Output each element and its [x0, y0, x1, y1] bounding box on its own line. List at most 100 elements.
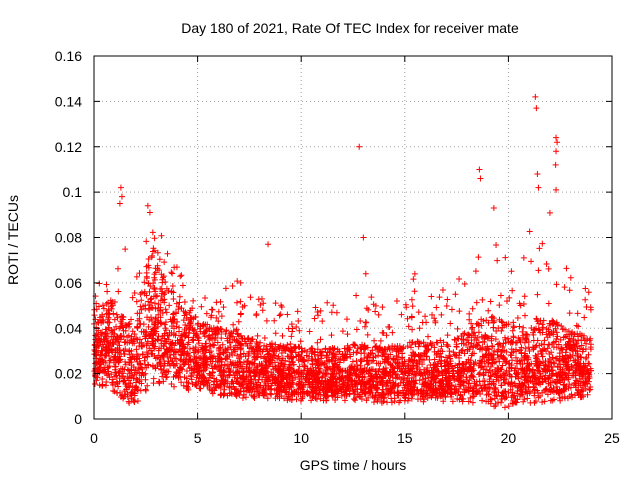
data-point	[91, 380, 98, 387]
data-point	[278, 360, 285, 367]
data-point	[512, 339, 519, 346]
data-point	[553, 388, 560, 395]
data-point	[380, 395, 387, 402]
data-point	[401, 394, 408, 401]
data-point	[134, 377, 141, 384]
data-point	[498, 327, 505, 334]
data-point	[368, 294, 375, 301]
data-point	[479, 338, 486, 345]
data-point	[445, 374, 452, 381]
data-point	[416, 377, 423, 384]
data-point	[223, 355, 230, 362]
data-point	[413, 362, 420, 369]
data-point	[331, 345, 338, 352]
data-point	[470, 330, 477, 337]
data-point	[311, 349, 318, 356]
data-point	[498, 374, 505, 381]
data-point	[558, 322, 565, 329]
data-point	[287, 379, 294, 386]
data-point	[424, 366, 431, 373]
data-point	[313, 358, 320, 365]
data-point	[263, 317, 270, 324]
data-point	[296, 363, 303, 370]
data-point	[224, 353, 231, 360]
data-point	[105, 299, 112, 306]
data-point	[391, 355, 398, 362]
data-point	[367, 370, 374, 377]
data-point	[547, 388, 554, 395]
data-point	[576, 360, 583, 367]
data-point	[296, 352, 303, 359]
data-point	[408, 385, 415, 392]
x-axis-label: GPS time / hours	[300, 457, 407, 473]
data-point	[162, 319, 169, 326]
y-tick-labels: 0 0.02 0.04 0.06 0.08 0.1 0.12 0.14 0.16	[55, 48, 82, 427]
data-point	[499, 396, 506, 403]
data-point	[304, 365, 311, 372]
data-point	[131, 398, 138, 405]
data-point	[560, 381, 567, 388]
data-point	[169, 339, 176, 346]
data-point	[503, 348, 510, 355]
data-point	[421, 380, 428, 387]
data-point	[573, 322, 580, 329]
data-point	[237, 340, 244, 347]
data-point	[164, 353, 171, 360]
data-point	[438, 343, 445, 350]
data-point	[562, 385, 569, 392]
data-point	[136, 270, 143, 277]
data-point	[264, 376, 271, 383]
data-point	[327, 345, 334, 352]
data-point	[420, 339, 427, 346]
data-point	[512, 354, 519, 361]
data-point	[353, 292, 360, 299]
data-point	[295, 317, 302, 324]
data-point	[564, 395, 571, 402]
data-point	[532, 93, 539, 100]
data-point	[161, 335, 168, 342]
data-point	[311, 315, 318, 322]
data-point	[157, 361, 164, 368]
data-point	[451, 351, 458, 358]
data-point	[227, 367, 234, 374]
data-point	[246, 369, 253, 376]
data-point	[516, 300, 523, 307]
data-point	[239, 394, 246, 401]
data-point	[203, 347, 210, 354]
data-point	[317, 336, 324, 343]
data-point	[157, 285, 164, 292]
data-point	[350, 395, 357, 402]
data-point	[236, 358, 243, 365]
data-point	[267, 353, 274, 360]
data-point	[249, 386, 256, 393]
y-tick-label: 0.1	[63, 184, 83, 200]
data-point	[386, 324, 393, 331]
data-point	[187, 373, 194, 380]
data-point	[408, 296, 415, 303]
data-point	[184, 341, 191, 348]
data-point	[143, 238, 150, 245]
data-point	[173, 264, 180, 271]
data-point	[460, 330, 467, 337]
y-tick-label: 0.04	[55, 320, 82, 336]
data-point	[521, 370, 528, 377]
data-point	[155, 301, 162, 308]
data-point	[392, 371, 399, 378]
data-point	[234, 344, 241, 351]
data-point	[520, 254, 527, 261]
data-point	[359, 369, 366, 376]
data-point	[539, 353, 546, 360]
data-point	[466, 310, 473, 317]
data-point	[363, 305, 370, 312]
data-point	[238, 353, 245, 360]
data-point	[437, 347, 444, 354]
data-point	[93, 306, 100, 313]
data-point	[520, 300, 527, 307]
data-point	[535, 390, 542, 397]
data-point	[464, 377, 471, 384]
data-point	[198, 303, 205, 310]
data-point	[150, 326, 157, 333]
data-point	[548, 329, 555, 336]
data-point	[300, 357, 307, 364]
data-point	[480, 366, 487, 373]
